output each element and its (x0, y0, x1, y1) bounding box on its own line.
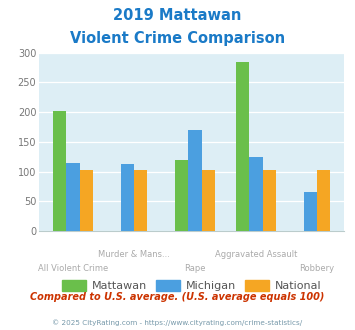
Text: © 2025 CityRating.com - https://www.cityrating.com/crime-statistics/: © 2025 CityRating.com - https://www.city… (53, 319, 302, 326)
Bar (202, 170, 215, 231)
Text: Violent Crime Comparison: Violent Crime Comparison (70, 31, 285, 46)
Text: Robbery: Robbery (300, 264, 335, 273)
Bar (80, 170, 93, 231)
Bar (175, 160, 189, 231)
Bar (249, 157, 263, 231)
Bar (263, 170, 276, 231)
Text: 2019 Mattawan: 2019 Mattawan (113, 8, 242, 23)
Text: Compared to U.S. average. (U.S. average equals 100): Compared to U.S. average. (U.S. average … (30, 292, 325, 302)
Legend: Mattawan, Michigan, National: Mattawan, Michigan, National (57, 276, 326, 296)
Text: Aggravated Assault: Aggravated Assault (215, 250, 297, 259)
Bar (121, 164, 134, 231)
Bar (53, 111, 66, 231)
Text: Rape: Rape (184, 264, 206, 273)
Bar (317, 170, 331, 231)
Bar (304, 192, 317, 231)
Text: Murder & Mans...: Murder & Mans... (98, 250, 170, 259)
Bar (236, 62, 249, 231)
Bar (134, 170, 147, 231)
Bar (66, 163, 80, 231)
Text: All Violent Crime: All Violent Crime (38, 264, 108, 273)
Bar (189, 130, 202, 231)
